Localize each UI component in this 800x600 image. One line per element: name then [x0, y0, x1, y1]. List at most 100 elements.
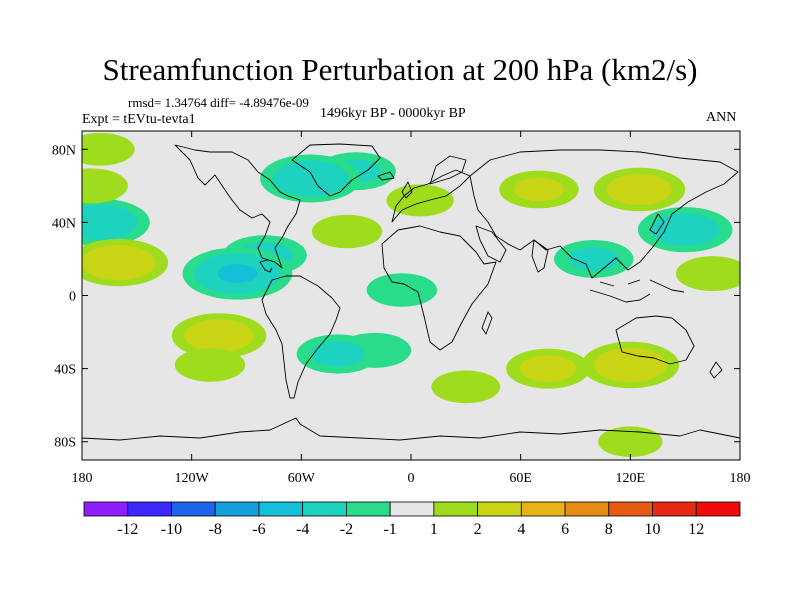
colorbar-label: -8 [209, 521, 222, 538]
colorbar-label: -2 [340, 521, 353, 538]
colorbar-box [302, 501, 347, 517]
coastline-scandinavia [429, 155, 467, 185]
y-tick-label: 80S [54, 436, 76, 451]
coastline-japan [649, 213, 665, 235]
y-tick-label: 80N [52, 143, 76, 158]
anomaly-cell [637, 207, 733, 253]
coastline-greenland [291, 143, 381, 197]
anomaly-cell [598, 426, 663, 458]
colorbar-box [83, 501, 129, 517]
coastline-arabia [475, 225, 507, 263]
contour-fill [520, 355, 577, 382]
anomaly-cell [581, 341, 680, 389]
colorbar-box [214, 501, 260, 517]
anomaly-cell [506, 348, 591, 389]
contour-fill [598, 426, 663, 458]
contour-fill [386, 184, 454, 217]
colorbar-box [695, 501, 741, 517]
experiment-label: Expt = tEVtu-tevta1 [82, 112, 196, 127]
y-tick-label: 0 [69, 290, 76, 305]
coastline-antarctica [82, 417, 740, 441]
colorbar-box [477, 501, 522, 517]
x-tick-label: 120E [616, 471, 646, 486]
coastline-indonesia [589, 279, 685, 303]
colorbar-box [345, 501, 391, 517]
coastline-australia [615, 315, 695, 365]
contour-fill [310, 341, 365, 367]
colorbar-label: 1 [430, 521, 438, 538]
contour-fill [513, 177, 564, 202]
x-tick-label: 180 [72, 471, 93, 486]
anomaly-cell [366, 273, 438, 307]
colorbar-label: 10 [645, 521, 661, 538]
colorbar-box [652, 501, 697, 517]
colorbar-label: 4 [517, 521, 525, 538]
coastline-south-america [261, 275, 341, 399]
contour-fill [217, 264, 258, 284]
x-tick-label: 60W [288, 471, 316, 486]
anomaly-cell [499, 170, 579, 209]
x-tick-label: 60E [509, 471, 532, 486]
anomaly-cell [171, 313, 267, 359]
colorbar-box [564, 501, 610, 517]
stats-label: rmsd= 1.34764 diff= -4.89476e-09 [128, 95, 309, 110]
colorbar-label: -1 [383, 521, 396, 538]
contour-fill [675, 256, 740, 292]
anomaly-cell [296, 334, 380, 374]
colorbar-label: 2 [474, 521, 482, 538]
contour-fill [82, 132, 135, 166]
colorbar-label: -6 [252, 521, 265, 538]
contour-fill [311, 214, 383, 249]
contour-fill [568, 247, 619, 271]
anomaly-cell [431, 370, 501, 404]
colorbar-label: -10 [161, 521, 182, 538]
anomaly-cell [174, 348, 246, 382]
anomaly-cell [182, 247, 293, 300]
contour-fill [82, 168, 128, 204]
colorbar-box [608, 501, 653, 517]
colorbar-label: 8 [605, 521, 613, 538]
period-label: 1496kyr BP - 0000kyr BP [320, 106, 466, 121]
coastline-europe [391, 169, 471, 223]
coastline-british-isles [401, 181, 413, 199]
anomaly-cell [593, 167, 686, 212]
chart-title: Streamfunction Perturbation at 200 hPa (… [102, 52, 698, 87]
anomaly-cell [386, 184, 454, 217]
colorbar-label: -4 [296, 521, 309, 538]
anomaly-cell [82, 168, 128, 204]
anomaly-cell [554, 240, 634, 278]
colorbar-box [258, 501, 304, 517]
contour-fill [174, 348, 246, 382]
anomaly-cell [82, 239, 169, 287]
x-tick-label: 0 [408, 471, 415, 486]
anomaly-cell [675, 256, 740, 292]
contour-fill [650, 213, 720, 247]
colorbar-label: 6 [561, 521, 569, 538]
colorbar-box [127, 501, 172, 517]
coastline-africa [381, 225, 497, 351]
colorbar-box [171, 501, 216, 517]
coastline-north-america [174, 144, 301, 269]
coastline-central-america [259, 259, 276, 273]
coastline-iceland [377, 171, 395, 181]
contour-fill [184, 319, 254, 353]
contour-fill [594, 347, 667, 383]
y-tick-label: 40N [52, 216, 76, 231]
coastline-india [531, 239, 549, 273]
coastline-madagascar [481, 311, 493, 335]
coastlines [82, 143, 740, 441]
x-tick-label: 120W [175, 471, 210, 486]
colorbar-box [433, 501, 479, 517]
colorbar-label: 12 [688, 521, 704, 538]
contour-fill [82, 244, 156, 281]
contour-fill [606, 173, 673, 206]
y-tick-label: 40S [54, 363, 76, 378]
contour-fill [82, 204, 138, 241]
anomaly-cell [82, 132, 135, 166]
contour-fill [366, 273, 438, 307]
contour-fill [431, 370, 501, 404]
coastline-asia [469, 149, 739, 279]
season-label: ANN [706, 110, 737, 125]
contour-fill [272, 160, 349, 197]
